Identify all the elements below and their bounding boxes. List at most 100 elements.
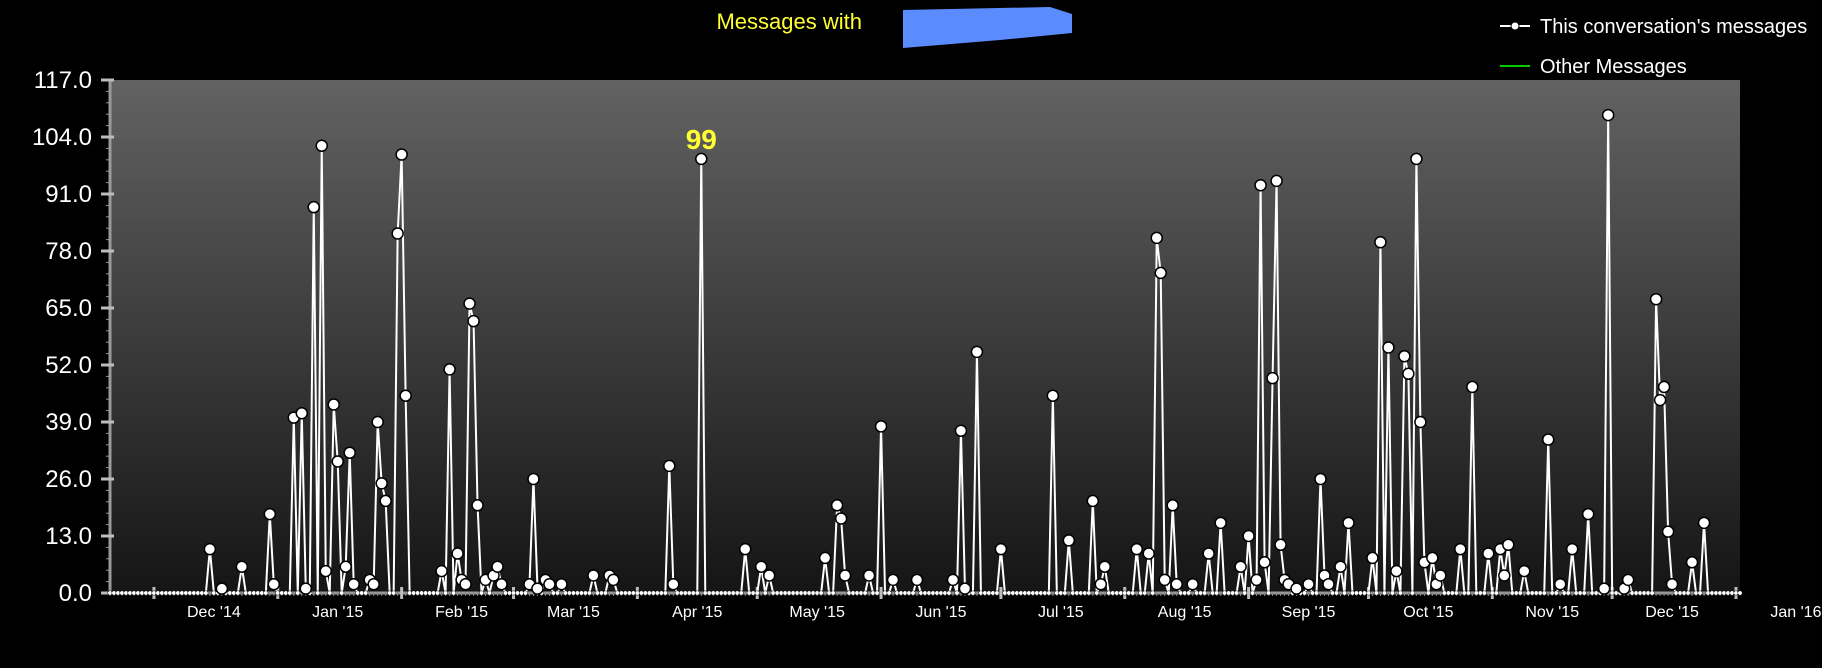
zero-point [1222,590,1228,596]
zero-point [846,590,852,596]
data-point [471,499,484,512]
zero-point [1086,590,1092,596]
zero-point [1046,590,1052,596]
x-tick-label: Nov '15 [1525,604,1579,621]
zero-point [638,590,644,596]
zero-point [1038,590,1044,596]
zero-point [1082,590,1088,596]
data-point [1597,582,1611,595]
zero-point [1705,590,1711,596]
zero-point [1266,590,1272,596]
data-point [1086,494,1100,508]
data-point [527,472,540,486]
zero-point [1178,590,1184,596]
zero-point [722,590,728,596]
x-tick-label: Jan '16 [1770,604,1821,621]
data-point [267,577,281,591]
data-point [1621,573,1635,587]
x-tick-label: Jan '15 [312,604,363,621]
zero-point [778,590,784,596]
data-point [1250,573,1263,587]
zero-point [1673,590,1679,596]
zero-point [730,590,736,596]
zero-point [171,590,177,596]
zero-point [1649,590,1655,596]
zero-point [1373,590,1379,596]
zero-point [1737,590,1743,596]
data-point [435,564,448,578]
y-tick-label: 91.0 [45,181,92,208]
zero-point [163,590,169,596]
zero-point [435,590,441,596]
zero-point [686,590,692,596]
plot-background [110,80,1740,592]
data-point [1254,178,1267,192]
zero-point [159,590,165,596]
zero-point [1054,590,1060,596]
zero-point [622,590,628,596]
data-point [319,564,332,578]
data-point [818,551,832,565]
x-tick-label: Jun '15 [915,604,966,621]
legend-marker-conversation [1510,21,1520,31]
data-point [1314,472,1327,486]
zero-point [734,590,740,596]
zero-point [982,590,988,596]
zero-point [247,590,253,596]
zero-point [894,590,900,596]
zero-point [1629,590,1635,596]
zero-point [854,590,860,596]
data-point [375,477,388,490]
zero-point [946,590,952,596]
zero-point [1302,590,1307,596]
zero-point [151,590,157,596]
data-point [1202,547,1215,560]
zero-point [523,590,528,596]
data-point [1657,380,1671,394]
zero-point [255,590,261,596]
zero-point [519,590,524,596]
zero-point [1729,590,1735,596]
zero-point [259,590,265,596]
zero-point [479,590,484,596]
zero-point [175,590,181,596]
x-tick-label: Mar '15 [547,604,600,621]
zero-point [363,590,369,596]
data-point [1390,564,1403,578]
zero-point [630,590,636,596]
zero-point [1633,590,1639,596]
x-tick-label: Jul '15 [1038,604,1084,621]
data-point [299,582,313,595]
zero-point [706,590,712,596]
data-point [1498,569,1511,582]
zero-point [954,590,960,596]
data-point [1518,564,1531,578]
zero-point [926,590,932,596]
data-point [1649,292,1663,306]
zero-point [694,590,700,596]
zero-point [870,590,876,596]
data-point [874,420,888,433]
data-point [1334,560,1347,573]
zero-point [1110,590,1116,596]
zero-point [143,590,149,596]
data-point [295,406,309,420]
zero-point [1677,590,1683,596]
zero-point [1106,590,1112,596]
zero-point [203,590,209,596]
zero-point [810,590,816,596]
zero-point [1042,590,1048,596]
zero-point [678,590,684,596]
data-point [1382,341,1395,354]
data-point [1154,266,1167,280]
data-point [1565,542,1579,556]
zero-point [990,590,996,596]
y-tick-label: 39.0 [45,409,92,436]
data-point [263,507,277,521]
zero-point [1314,590,1319,596]
zero-point [1058,590,1064,596]
zero-point [594,590,600,596]
data-point [395,148,408,161]
data-point [555,577,568,591]
zero-point [754,590,760,596]
